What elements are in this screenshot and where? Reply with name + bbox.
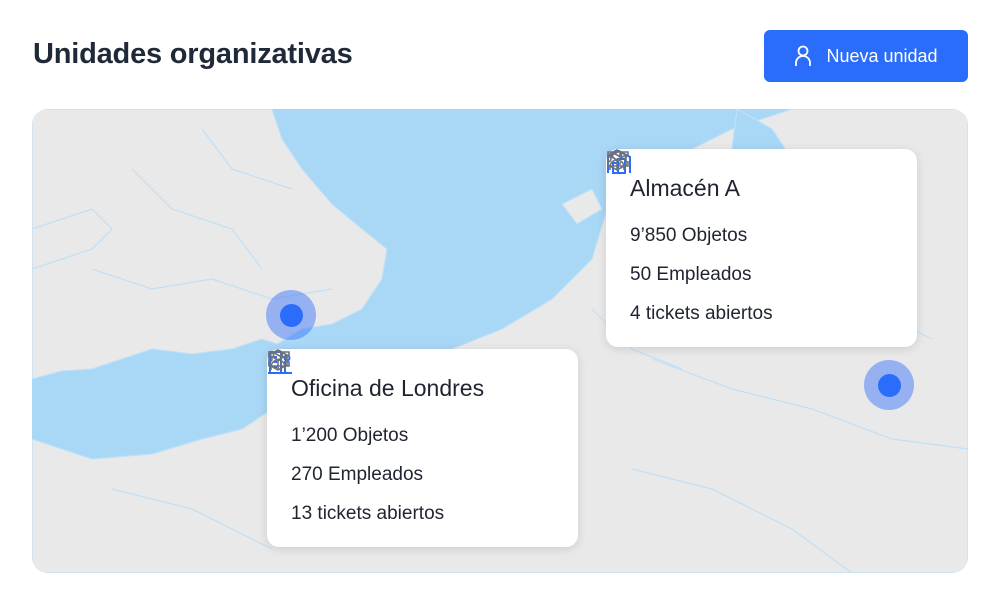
map[interactable]: Almacén A 9’850 Objetos 50 Empleados 4 t… <box>32 109 968 573</box>
ticket-icon <box>268 351 290 367</box>
employees-count: 50 Empleados <box>630 263 752 285</box>
objects-row: 9’850 Objetos <box>607 149 893 255</box>
objects-count: 9’850 Objetos <box>630 224 748 246</box>
location-marker-london[interactable] <box>266 290 316 340</box>
objects-row: 1’200 Objetos <box>268 349 554 455</box>
page-title: Unidades organizativas <box>33 38 353 70</box>
employees-count: 270 Empleados <box>291 463 424 485</box>
unit-name: Almacén A <box>630 175 740 201</box>
unit-card-london[interactable]: Oficina de Londres 1’200 Objetos 270 Emp… <box>267 349 578 547</box>
unit-name: Oficina de Londres <box>291 375 485 401</box>
new-unit-button[interactable]: Nueva unidad <box>764 30 968 82</box>
tickets-row: 4 tickets abiertos <box>607 151 893 333</box>
tickets-count: 4 tickets abiertos <box>630 302 773 324</box>
employees-row: 270 Empleados <box>270 349 554 494</box>
user-icon <box>795 45 812 66</box>
unit-card-warehouse[interactable]: Almacén A 9’850 Objetos 50 Empleados 4 t… <box>606 149 917 347</box>
ticket-icon <box>607 151 629 167</box>
employees-row: 50 Empleados <box>609 149 893 294</box>
tickets-count: 13 tickets abiertos <box>291 502 445 524</box>
tickets-row: 13 tickets abiertos <box>268 351 554 533</box>
location-marker-warehouse[interactable] <box>864 360 914 410</box>
objects-count: 1’200 Objetos <box>291 424 409 446</box>
new-unit-label: Nueva unidad <box>826 45 938 66</box>
